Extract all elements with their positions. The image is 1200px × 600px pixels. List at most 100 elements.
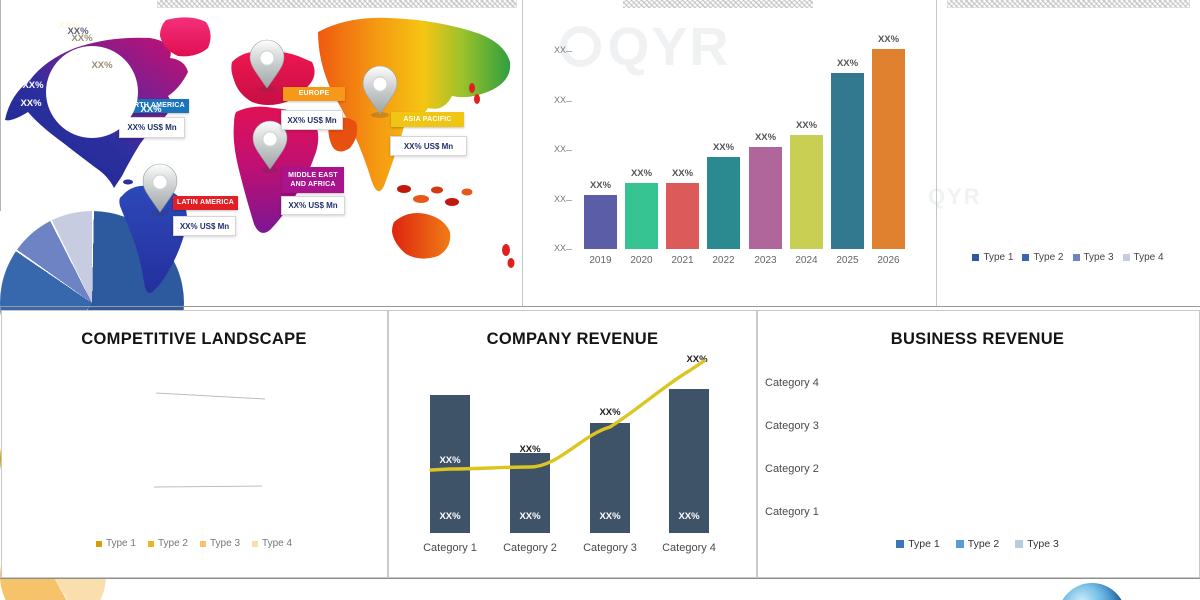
- competitive-landscape-panel: [1, 310, 388, 578]
- x-axis-label: 2022: [712, 255, 735, 266]
- business-revenue-panel: [757, 310, 1200, 578]
- bar-2019: [584, 195, 617, 249]
- footer-divider: [0, 578, 1200, 579]
- region-label-asia-pacific: ASIA PACIFIC: [391, 112, 464, 127]
- row-divider: [0, 306, 1200, 307]
- region-label-middle-east-and-africa: MIDDLE EAST AND AFRICA: [282, 167, 344, 193]
- cutoff-title-year-chart: [623, 0, 813, 8]
- x-axis-label: 2023: [754, 255, 777, 266]
- bar-2022: [707, 157, 740, 249]
- x-axis-label: Category 2: [503, 542, 557, 554]
- bar-value-label: XX%: [599, 511, 621, 522]
- donut-slice-label: XX%: [20, 98, 42, 109]
- y-axis-tick-label: XX: [553, 45, 566, 55]
- company-revenue-title: COMPANY REVENUE: [486, 330, 659, 348]
- region-value-latin-america: XX% US$ Mn: [173, 216, 236, 236]
- x-axis-label: 2026: [877, 255, 900, 266]
- region-value-asia-pacific: XX% US$ Mn: [390, 136, 467, 156]
- legend-item-type-3: Type 3: [1072, 252, 1114, 263]
- watermark-qyr: QYR: [928, 184, 982, 209]
- legend-label: Type 1: [105, 538, 136, 549]
- x-axis-label: 2024: [795, 255, 818, 266]
- y-axis-tick: [566, 150, 572, 151]
- legend-marker-icon: [1122, 254, 1130, 261]
- y-axis-tick: [566, 51, 572, 52]
- legend-item-type-2: Type 2: [955, 538, 999, 550]
- qyr-logo-icon: [560, 25, 601, 67]
- row-label-category-4: Category 4: [765, 377, 819, 389]
- y-axis-tick-label: XX: [553, 194, 566, 204]
- row-label-category-2: Category 2: [765, 463, 819, 475]
- market-by-year-chart: XX XX XX XX XX XX% 2019 XX% 2020 XX% 2021 XX% 2022 XX…: [0, 0, 1200, 266]
- bar-value-label: XX%: [877, 34, 900, 45]
- legend-item-type-4: Type 4: [1122, 252, 1164, 263]
- pie-slice-label: XX%: [91, 60, 113, 71]
- legend-marker-icon: [95, 540, 102, 547]
- continent-south-america: [119, 185, 187, 293]
- x-axis-label: Category 4: [662, 542, 716, 554]
- legend-marker-icon: [200, 540, 206, 547]
- world-map: [5, 17, 515, 293]
- legend-marker-icon: [1015, 540, 1024, 548]
- islands-southeast-asia: [445, 198, 459, 206]
- pie-slice-label: XX%: [58, 20, 80, 31]
- legend-item-type-1: Type 1: [896, 538, 940, 550]
- legend-item-type-4: Type 4: [252, 538, 292, 549]
- bar-value-label: XX%: [630, 168, 653, 179]
- panel-divider-vertical-1: [522, 0, 523, 306]
- competitive-legend: Type 1 Type 2 Type 3 Type 4: [1, 538, 387, 549]
- bar-value-label: XX%: [589, 180, 612, 191]
- bar-2024: [790, 135, 823, 249]
- x-axis-label: 2021: [671, 255, 694, 266]
- x-axis-label: 2020: [630, 255, 653, 266]
- y-axis-tick: [566, 200, 572, 201]
- donut-legend: Type 1 Type 2 Type 3 Type 4: [936, 252, 1200, 263]
- legend-label: Type 2: [1033, 252, 1064, 263]
- row-label-category-1: Category 1: [765, 506, 819, 518]
- legend-marker-icon: [1022, 254, 1030, 261]
- continent-australia: [392, 213, 451, 259]
- x-axis-label: 2019: [589, 255, 612, 266]
- bar-2025: [831, 73, 864, 249]
- islands-southeast-asia: [431, 186, 443, 194]
- legend-label: Type 1: [983, 252, 1014, 263]
- bar-2021: [666, 183, 699, 249]
- y-axis-tick-label: XX: [553, 95, 566, 105]
- donut-slice-label: XX%: [140, 104, 162, 115]
- bar-value-label: XX%: [678, 511, 700, 522]
- x-axis-label: Category 3: [583, 542, 637, 554]
- panel-divider-vertical-2: [936, 0, 937, 306]
- bar-2026: [872, 49, 905, 249]
- y-axis-tick: [566, 249, 572, 250]
- y-axis-tick: [566, 101, 572, 102]
- pie-slice-label: XX%: [13, 61, 35, 72]
- watermark-qyr: QYR: [560, 16, 731, 78]
- legend-label: Type 3: [210, 538, 241, 549]
- legend-label: Type 2: [157, 538, 188, 549]
- legend-marker-icon: [1072, 254, 1080, 261]
- region-value-europe: XX% US$ Mn: [281, 110, 343, 130]
- x-axis-label: Category 1: [423, 542, 477, 554]
- bar-value-label: XX%: [712, 142, 735, 153]
- island-japan: [474, 94, 480, 104]
- islands-caribbean: [123, 179, 133, 185]
- region-label-latin-america: LATIN AMERICA: [173, 196, 238, 210]
- region-value-north-america: XX% US$ Mn: [119, 117, 185, 138]
- islands-southeast-asia: [413, 195, 429, 203]
- bar-2020: [625, 183, 658, 249]
- region-value-middle-east-and-africa: XX% US$ Mn: [281, 196, 345, 215]
- legend-item-type-1: Type 1: [95, 538, 136, 549]
- island-new-zealand: [507, 258, 515, 268]
- y-axis-tick-label: XX: [553, 243, 566, 253]
- donut-slice-label: XX%: [40, 39, 62, 50]
- legend-item-type-3: Type 3: [1015, 538, 1059, 550]
- line-value-label: XX%: [519, 444, 541, 455]
- bar-value-label: XX%: [836, 58, 859, 69]
- legend-marker-icon: [147, 540, 154, 547]
- bar-value-label: XX%: [671, 168, 694, 179]
- legend-item-type-1: Type 1: [972, 252, 1013, 263]
- bar-value-label: XX%: [754, 132, 777, 143]
- row-label-category-3: Category 3: [765, 420, 819, 432]
- donut-hole: [46, 46, 138, 138]
